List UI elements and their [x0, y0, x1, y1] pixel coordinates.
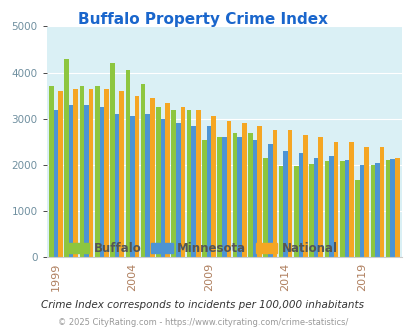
Bar [53, 110, 58, 257]
Bar [125, 70, 130, 257]
Bar [202, 140, 206, 257]
Bar [211, 116, 215, 257]
Bar [309, 164, 313, 257]
Bar [364, 147, 368, 257]
Bar [272, 130, 277, 257]
Bar [79, 86, 84, 257]
Bar [191, 126, 196, 257]
Bar [232, 133, 237, 257]
Bar [130, 116, 134, 257]
Bar [160, 119, 165, 257]
Bar [156, 107, 160, 257]
Bar [374, 163, 379, 257]
Bar [49, 86, 53, 257]
Bar [313, 158, 318, 257]
Bar [165, 103, 170, 257]
Bar [84, 105, 89, 257]
Bar [196, 110, 200, 257]
Text: © 2025 CityRating.com - https://www.cityrating.com/crime-statistics/: © 2025 CityRating.com - https://www.city… [58, 318, 347, 327]
Bar [226, 121, 230, 257]
Bar [278, 166, 283, 257]
Bar [141, 84, 145, 257]
Bar [359, 165, 364, 257]
Bar [354, 180, 359, 257]
Bar [303, 135, 307, 257]
Bar [283, 151, 287, 257]
Bar [134, 96, 139, 257]
Bar [171, 110, 176, 257]
Bar [222, 137, 226, 257]
Bar [348, 142, 353, 257]
Bar [145, 114, 150, 257]
Bar [328, 156, 333, 257]
Bar [73, 89, 78, 257]
Bar [333, 142, 337, 257]
Bar [119, 91, 124, 257]
Bar [257, 126, 261, 257]
Bar [104, 89, 109, 257]
Bar [379, 147, 384, 257]
Bar [186, 110, 191, 257]
Bar [252, 140, 257, 257]
Bar [115, 114, 119, 257]
Text: Buffalo Property Crime Index: Buffalo Property Crime Index [78, 12, 327, 26]
Bar [64, 59, 69, 257]
Bar [247, 133, 252, 257]
Bar [394, 158, 399, 257]
Bar [263, 158, 267, 257]
Bar [298, 153, 303, 257]
Bar [241, 123, 246, 257]
Bar [344, 160, 348, 257]
Bar [95, 86, 99, 257]
Bar [370, 165, 374, 257]
Bar [390, 159, 394, 257]
Bar [267, 144, 272, 257]
Bar [206, 126, 211, 257]
Bar [150, 98, 154, 257]
Bar [99, 107, 104, 257]
Bar [318, 137, 322, 257]
Bar [324, 161, 328, 257]
Bar [89, 89, 93, 257]
Bar [58, 91, 63, 257]
Bar [237, 137, 241, 257]
Bar [385, 160, 390, 257]
Bar [110, 63, 115, 257]
Bar [287, 130, 292, 257]
Bar [293, 166, 298, 257]
Bar [69, 105, 73, 257]
Text: Crime Index corresponds to incidents per 100,000 inhabitants: Crime Index corresponds to incidents per… [41, 300, 364, 310]
Legend: Buffalo, Minnesota, National: Buffalo, Minnesota, National [63, 237, 342, 260]
Bar [176, 123, 180, 257]
Bar [180, 107, 185, 257]
Bar [339, 161, 344, 257]
Bar [217, 137, 222, 257]
